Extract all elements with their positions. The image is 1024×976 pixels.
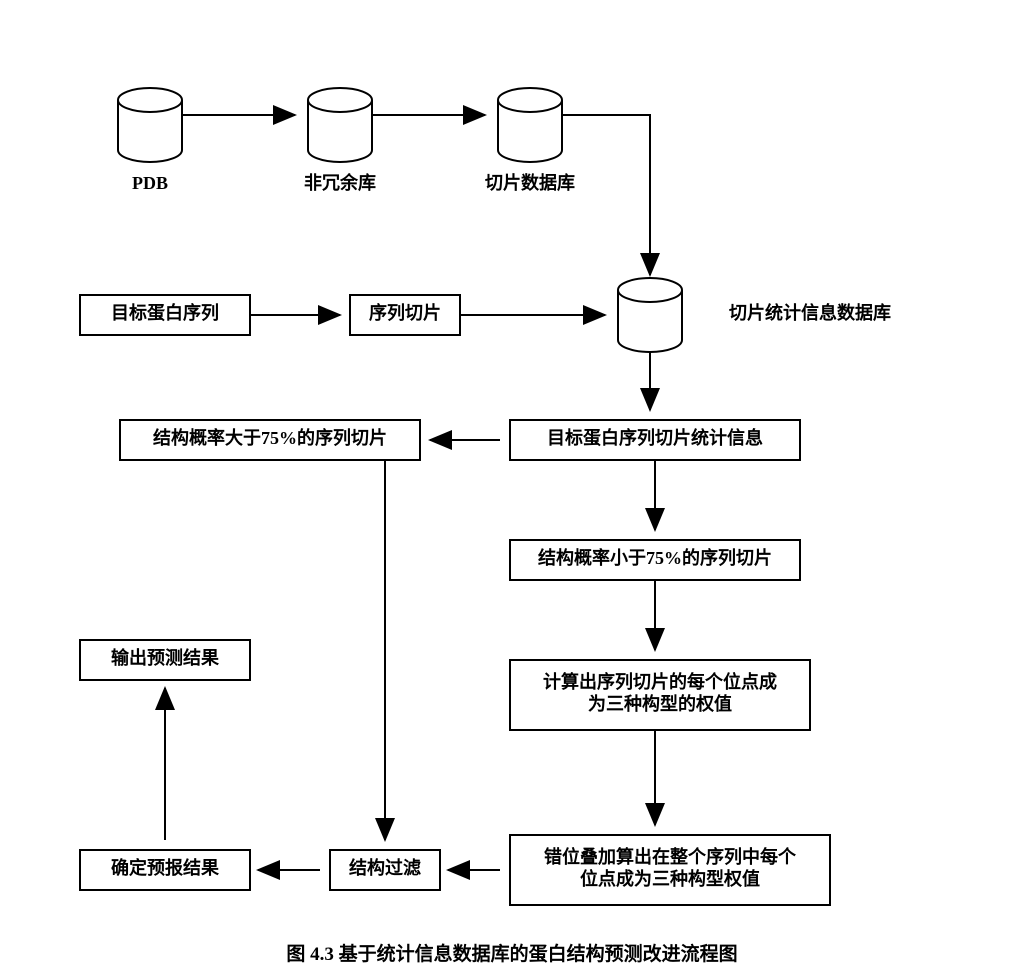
box_seq_slice-text: 序列切片 (369, 302, 441, 323)
cyl_nonredundant-label: 非冗余库 (304, 172, 376, 193)
box_confirm: 确定预报结果 (80, 850, 250, 890)
box_gt75: 结构概率大于75%的序列切片 (120, 420, 420, 460)
box_lt75-text: 结构概率小于75%的序列切片 (538, 547, 772, 568)
box_filter-text: 结构过滤 (349, 857, 421, 878)
box_seq_slice: 序列切片 (350, 295, 460, 335)
box_calc_weights-text: 为三种构型的权值 (588, 693, 732, 714)
box_calc_weights: 计算出序列切片的每个位点成为三种构型的权值 (510, 660, 810, 730)
cyl_nonredundant: 非冗余库 (304, 88, 376, 193)
box_overlap-text: 位点成为三种构型权值 (580, 868, 760, 889)
cyl_slicedb-label: 切片数据库 (485, 172, 575, 193)
box_confirm-text: 确定预报结果 (111, 857, 220, 878)
flowchart-diagram: PDB 非冗余库 切片数据库切片统计信息数据库 目标蛋白序列 序列切片结构概率大于75%… (0, 0, 1024, 976)
figure-caption: 图 4.3 基于统计信息数据库的蛋白结构预测改进流程图 (286, 942, 737, 965)
box_output: 输出预测结果 (80, 640, 250, 680)
box_lt75: 结构概率小于75%的序列切片 (510, 540, 800, 580)
box_target_stat-text: 目标蛋白序列切片统计信息 (547, 427, 763, 448)
box_filter: 结构过滤 (330, 850, 440, 890)
cyl_slicedb: 切片数据库 (485, 88, 575, 193)
box_overlap-text: 错位叠加算出在整个序列中每个 (544, 846, 797, 867)
arrow (562, 115, 650, 275)
box_target_seq: 目标蛋白序列 (80, 295, 250, 335)
box_calc_weights-text: 计算出序列切片的每个位点成 (543, 671, 777, 692)
box_target_stat: 目标蛋白序列切片统计信息 (510, 420, 800, 460)
box_target_seq-text: 目标蛋白序列 (111, 302, 219, 323)
box_overlap: 错位叠加算出在整个序列中每个位点成为三种构型权值 (510, 835, 830, 905)
box_output-text: 输出预测结果 (111, 647, 220, 668)
box_gt75-text: 结构概率大于75%的序列切片 (153, 427, 387, 448)
cyl_pdb-label: PDB (132, 173, 168, 193)
cyl_statdb: 切片统计信息数据库 (618, 278, 891, 352)
cyl_pdb: PDB (118, 88, 182, 193)
cyl_statdb-label: 切片统计信息数据库 (729, 302, 891, 323)
